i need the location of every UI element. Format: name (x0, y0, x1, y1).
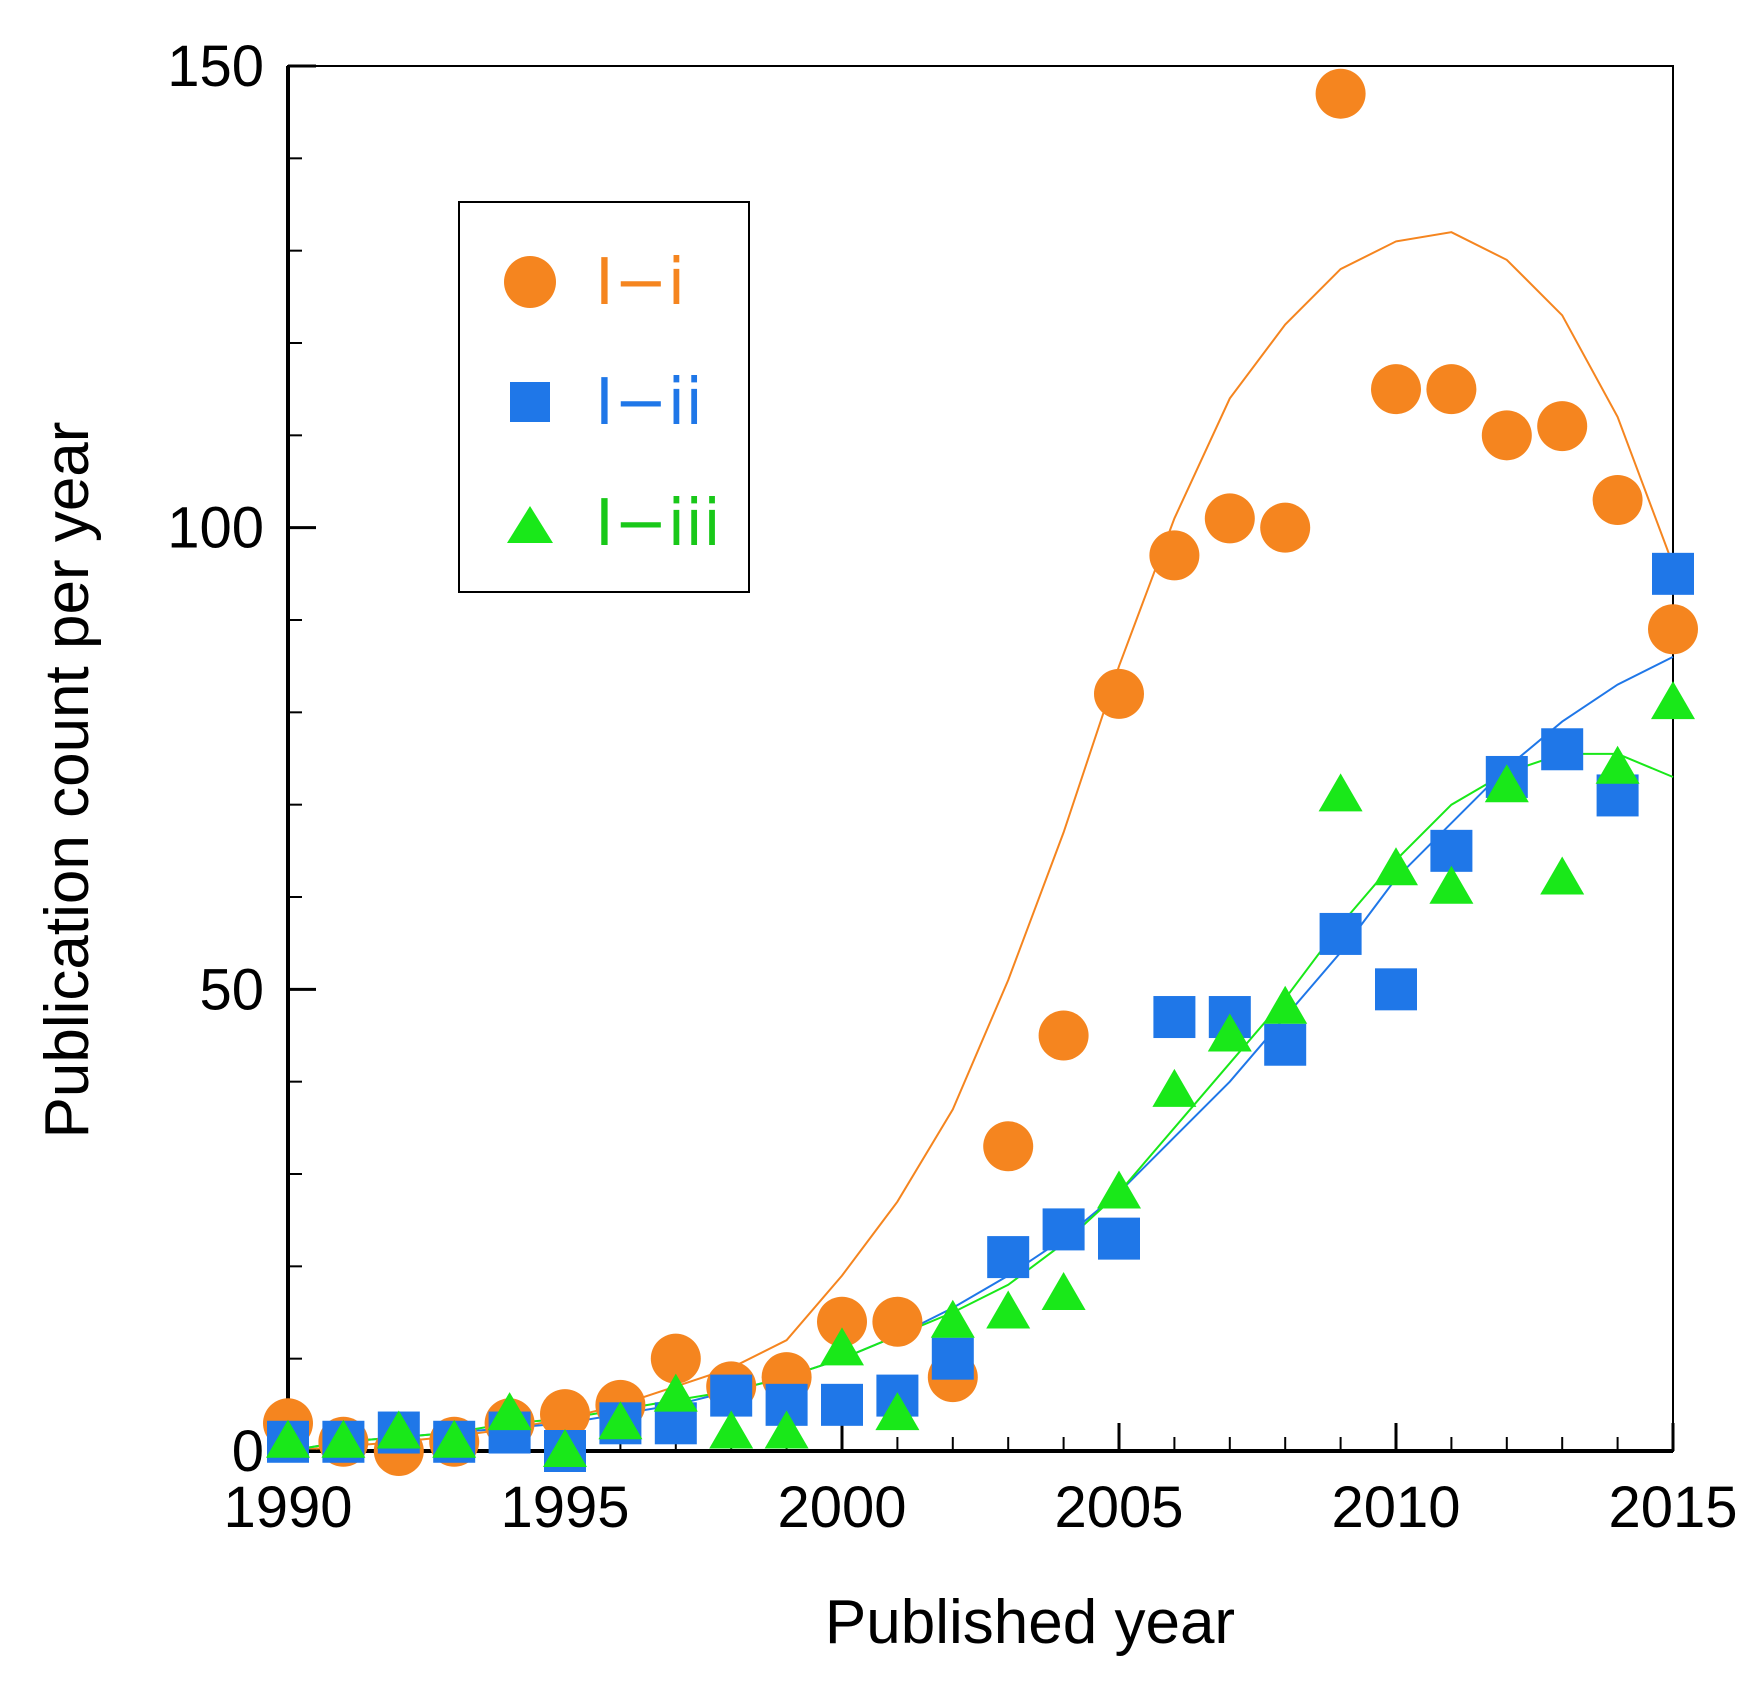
point-triangle-2000 (820, 1327, 864, 1366)
point-square-1998 (710, 1374, 753, 1417)
point-circle-2003 (983, 1121, 1034, 1172)
point-triangle-2014 (1595, 745, 1640, 784)
point-triangle-1997 (653, 1373, 698, 1412)
point-square-2015 (1652, 552, 1694, 595)
data-markers (263, 68, 1698, 1476)
point-circle-2000 (817, 1296, 867, 1347)
point-circle-2014 (1592, 474, 1643, 525)
point-triangle-2004 (1041, 1272, 1086, 1311)
point-triangle-1991 (321, 1419, 366, 1458)
y-tick-label-3: 150 (167, 34, 264, 99)
point-triangle-1998 (709, 1410, 754, 1449)
legend-label-series-3: I−iii (595, 487, 721, 561)
point-square-2011 (1430, 829, 1473, 872)
x-tick-label-2: 2000 (777, 1475, 906, 1540)
point-circle-2013 (1537, 401, 1588, 452)
legend-marker-triangle-icon (507, 506, 553, 543)
point-triangle-1990 (266, 1419, 310, 1458)
point-circle-2006 (1149, 530, 1200, 581)
point-triangle-2011 (1429, 865, 1474, 904)
point-circle-1995 (540, 1389, 590, 1440)
x-tick-label-3: 2005 (1054, 1475, 1183, 1540)
legend-label-series-1: I−i (595, 246, 685, 320)
point-square-2009 (1319, 912, 1362, 955)
point-square-2002 (931, 1337, 974, 1380)
point-triangle-1995 (543, 1429, 587, 1467)
point-triangle-2010 (1374, 847, 1418, 886)
point-triangle-1994 (487, 1392, 532, 1431)
point-circle-2012 (1481, 410, 1532, 461)
point-circle-2009 (1315, 68, 1366, 119)
legend-marker-square-icon (510, 382, 550, 422)
point-circle-2004 (1038, 1010, 1089, 1061)
point-square-2013 (1541, 728, 1584, 771)
x-tick-label-0: 1990 (223, 1475, 352, 1540)
point-triangle-2013 (1540, 856, 1585, 895)
point-triangle-2012 (1484, 764, 1529, 803)
y-tick-label-1: 50 (199, 957, 264, 1022)
point-square-2004 (1042, 1208, 1085, 1251)
y-tick-label-2: 100 (167, 496, 264, 561)
point-triangle-2005 (1097, 1170, 1141, 1209)
x-tick-label-5: 2015 (1608, 1475, 1737, 1540)
point-square-2008 (1264, 1023, 1307, 1066)
point-circle-2008 (1260, 502, 1311, 553)
point-triangle-2003 (986, 1290, 1031, 1329)
point-triangle-2008 (1263, 985, 1308, 1024)
point-circle-1997 (650, 1333, 701, 1384)
point-triangle-1999 (764, 1410, 809, 1449)
point-triangle-2006 (1152, 1068, 1197, 1107)
point-triangle-1992 (376, 1410, 421, 1449)
point-triangle-2007 (1207, 1013, 1252, 1052)
point-square-2003 (987, 1236, 1030, 1279)
point-circle-2007 (1204, 493, 1255, 544)
point-circle-2010 (1371, 364, 1421, 415)
point-circle-2001 (872, 1296, 923, 1347)
point-triangle-2015 (1651, 681, 1695, 720)
legend-marker-circle-icon (504, 256, 556, 308)
point-square-2006 (1153, 996, 1196, 1039)
point-square-2000 (821, 1383, 863, 1426)
y-tick-label-0: 0 (232, 1419, 264, 1484)
point-square-2005 (1098, 1217, 1140, 1260)
point-circle-2011 (1426, 364, 1477, 415)
point-triangle-1996 (598, 1401, 643, 1440)
y-axis-title: Publication count per year (33, 422, 102, 1139)
point-circle-2015 (1648, 604, 1698, 655)
x-tick-label-1: 1995 (500, 1475, 629, 1540)
x-axis-title: Published year (825, 1588, 1235, 1657)
x-tick-label-4: 2010 (1331, 1475, 1460, 1540)
legend-box (458, 201, 750, 593)
legend-label-series-2: I−ii (595, 366, 703, 440)
point-circle-2005 (1094, 668, 1144, 719)
point-triangle-2009 (1318, 773, 1363, 812)
legend: I−i I−ii I−iii (458, 201, 750, 593)
point-square-2010 (1375, 968, 1417, 1011)
axis-ticks: 1990 1995 2000 2005 2010 2015 0 50 100 150 (167, 34, 1737, 1540)
point-triangle-2001 (875, 1392, 920, 1431)
point-triangle-1993 (432, 1419, 477, 1458)
point-triangle-2002 (930, 1299, 975, 1338)
